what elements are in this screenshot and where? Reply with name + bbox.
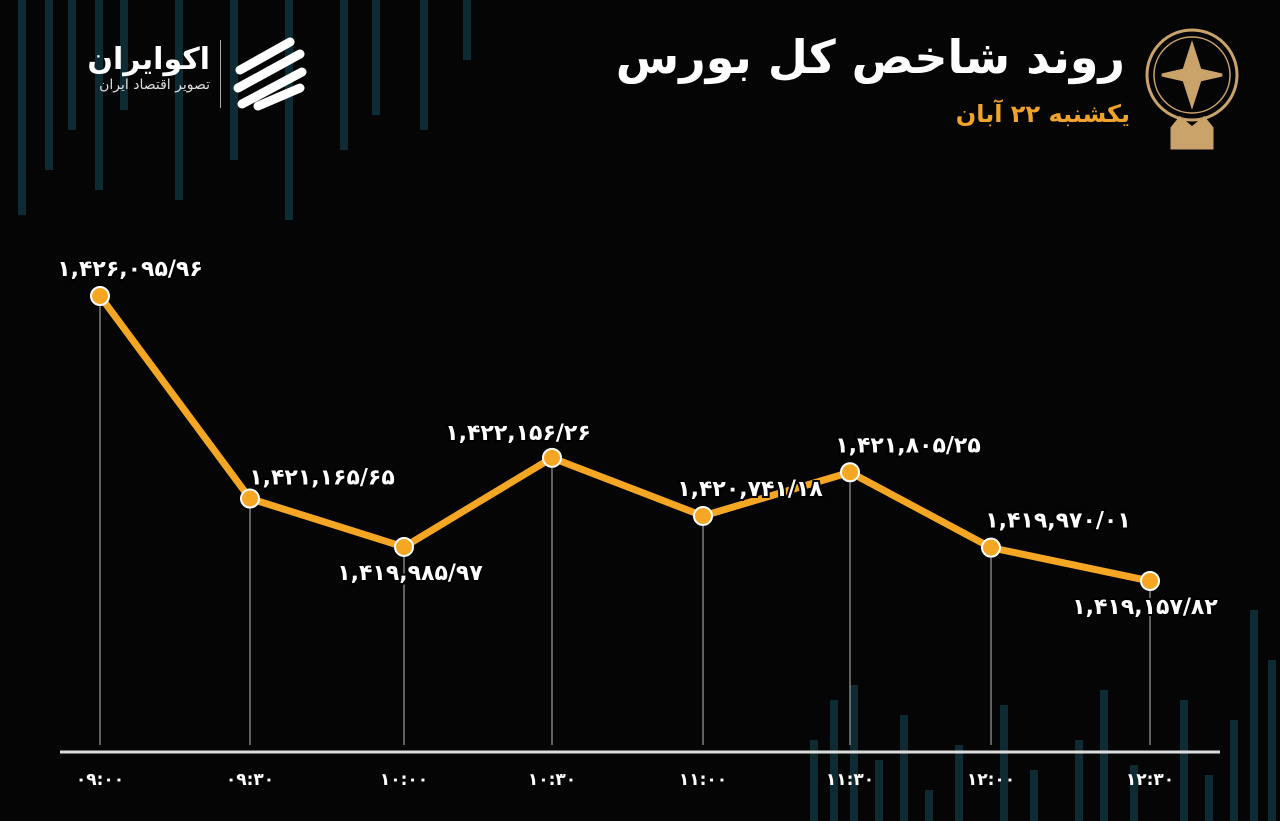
decor-bar bbox=[120, 0, 128, 110]
series-line bbox=[97, 293, 1151, 585]
decor-bar bbox=[95, 0, 103, 190]
decor-bar bbox=[925, 790, 933, 821]
decor-bar bbox=[420, 0, 428, 130]
decor-bar bbox=[1075, 740, 1083, 821]
data-point bbox=[1140, 571, 1160, 591]
decor-bar bbox=[955, 745, 963, 821]
decor-bar bbox=[372, 0, 380, 115]
decor-bar bbox=[1230, 720, 1238, 821]
data-point bbox=[981, 537, 1001, 558]
brand-logo: اکوایران تصویر اقتصاد ایران bbox=[50, 42, 210, 93]
brand-tagline: تصویر اقتصاد ایران bbox=[99, 77, 210, 93]
x-tick-label: ۰۹:۰۰ bbox=[76, 770, 124, 790]
brand-divider bbox=[220, 40, 221, 108]
x-tick-label: ۰۹:۳۰ bbox=[226, 770, 274, 790]
decor-bar bbox=[1205, 775, 1213, 821]
brand-name: اکوایران bbox=[87, 42, 210, 77]
decor-bar bbox=[340, 0, 348, 150]
data-point bbox=[693, 505, 713, 526]
data-label: ۱,۴۲۰,۷۴۱/۱۸ bbox=[677, 477, 823, 502]
decor-bar bbox=[1000, 705, 1008, 821]
chart-date: یکشنبه ۲۲ آبان bbox=[955, 100, 1130, 128]
x-tick-label: ۱۲:۰۰ bbox=[967, 770, 1015, 790]
chart-title: روند شاخص کل بورس bbox=[615, 30, 1125, 84]
data-label: ۱,۴۱۹,۹۷۰/۰۱ bbox=[985, 509, 1131, 534]
x-tick-label: ۱۱:۳۰ bbox=[826, 770, 874, 790]
x-tick-label: ۱۲:۳۰ bbox=[1126, 770, 1174, 790]
decor-bar bbox=[1250, 610, 1258, 821]
x-tick-label: ۱۰:۳۰ bbox=[528, 770, 576, 790]
data-point bbox=[240, 488, 260, 509]
decor-bar bbox=[1100, 690, 1108, 821]
decor-bar bbox=[463, 0, 471, 60]
data-label: ۱,۴۲۱,۸۰۵/۲۵ bbox=[835, 433, 981, 458]
decor-bar bbox=[1030, 770, 1038, 821]
decor-bar bbox=[1180, 700, 1188, 821]
decor-bar bbox=[875, 760, 883, 821]
data-point bbox=[840, 462, 860, 483]
x-tick-label: ۱۰:۰۰ bbox=[380, 770, 428, 790]
x-tick-label: ۱۱:۰۰ bbox=[679, 770, 727, 790]
decor-bar bbox=[1268, 660, 1276, 821]
data-point bbox=[90, 286, 110, 306]
data-label: ۱,۴۲۶,۰۹۵/۹۶ bbox=[57, 257, 203, 282]
decor-bar bbox=[175, 0, 183, 200]
decor-bar bbox=[810, 740, 818, 821]
decor-bar bbox=[1130, 765, 1138, 821]
data-point bbox=[394, 536, 414, 557]
data-label: ۱,۴۱۹,۹۸۵/۹۷ bbox=[337, 561, 483, 586]
data-point bbox=[542, 447, 562, 468]
data-label: ۱,۴۲۲,۱۵۶/۲۶ bbox=[445, 421, 591, 446]
decor-bar bbox=[900, 715, 908, 821]
decor-bar bbox=[45, 0, 53, 170]
decor-bar bbox=[68, 0, 76, 130]
decor-bar bbox=[18, 0, 26, 215]
data-label: ۱,۴۱۹,۱۵۷/۸۲ bbox=[1072, 595, 1218, 620]
decor-bar bbox=[830, 700, 838, 821]
data-label: ۱,۴۲۱,۱۶۵/۶۵ bbox=[249, 466, 395, 491]
